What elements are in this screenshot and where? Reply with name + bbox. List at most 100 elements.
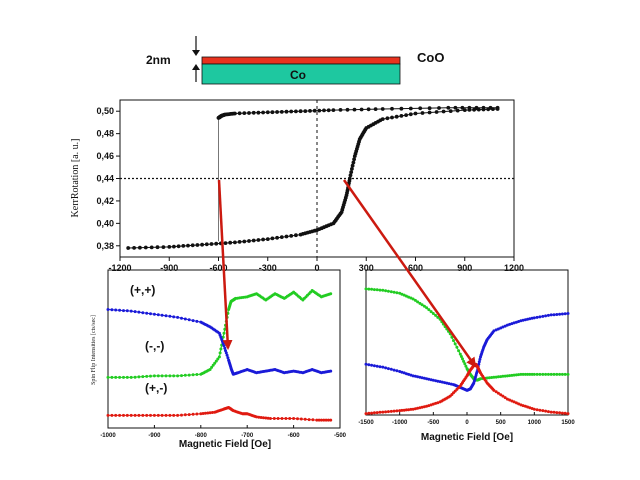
- right-blue-series-point: [416, 375, 420, 379]
- right-green-series-point: [455, 345, 459, 349]
- ascending-branch-point: [390, 115, 394, 120]
- right-red-series-point: [392, 409, 396, 413]
- right-blue-series-point: [549, 313, 553, 317]
- left-red-series-point: [145, 413, 149, 417]
- ascending-branch-point: [350, 163, 355, 168]
- right-blue-series-point: [370, 363, 374, 367]
- left-green-series-point: [164, 374, 168, 378]
- left-blue-series-point: [110, 308, 114, 312]
- co-layer-label: Co: [290, 68, 306, 82]
- kerr-y-tick-label: 0,42: [96, 196, 114, 206]
- left-red-series-point: [264, 416, 268, 420]
- right-red-series-point: [544, 409, 548, 413]
- ascending-branch-point: [223, 241, 228, 246]
- left-red-series-point: [187, 413, 191, 417]
- left-green-series-point: [160, 374, 164, 378]
- left-red-series-point: [137, 413, 141, 417]
- left-green-series-point: [106, 375, 110, 379]
- thickness-arrow-top-head: [192, 50, 200, 56]
- ascending-branch-point: [350, 167, 354, 171]
- right-red-series-point: [508, 398, 512, 402]
- right-blue-series-point: [395, 369, 399, 373]
- ascending-branch-point: [385, 116, 390, 121]
- left-red-series-point: [172, 413, 176, 417]
- right-blue-series-point: [541, 314, 545, 318]
- right-red-series-point: [370, 411, 374, 415]
- descending-branch-point: [380, 107, 385, 111]
- left-blue-series-point: [152, 312, 156, 316]
- right-blue-series-point: [364, 362, 368, 366]
- left-red-series-point: [180, 413, 183, 417]
- right-green-series-point: [425, 306, 429, 310]
- right-red-series-point: [431, 402, 435, 406]
- ascending-branch-point: [149, 245, 154, 250]
- left-x-tick-label: -600: [288, 433, 301, 439]
- ascending-branch-point: [408, 112, 413, 117]
- descending-branch-point: [317, 108, 322, 113]
- left-x-tick-label: -800: [195, 433, 208, 439]
- left-red-series-point: [203, 411, 207, 415]
- left-blue-series-line: [107, 309, 331, 375]
- right-green-series-point: [407, 295, 411, 299]
- right-green-series-point: [431, 312, 435, 315]
- left-green-series-point: [223, 327, 227, 331]
- kerr-y-tick-label: 0,46: [96, 151, 114, 161]
- right-green-series-point: [549, 372, 553, 376]
- right-green-series-point: [563, 372, 567, 376]
- right-blue-series-point: [431, 378, 435, 382]
- ascending-branch-point: [348, 173, 353, 178]
- right-green-series-point: [487, 376, 491, 380]
- descending-branch-point: [242, 111, 247, 115]
- right-red-series-point: [416, 406, 420, 410]
- kerr-y-tick-label: 0,50: [96, 106, 114, 116]
- right-red-series-point: [407, 408, 411, 412]
- left-red-series-point: [191, 412, 195, 416]
- kerr-y-tick-label: 0,40: [96, 218, 114, 228]
- co-layer: [201, 63, 401, 85]
- right-green-series-point: [436, 315, 440, 319]
- right-red-series-point: [494, 390, 498, 394]
- left-red-series-point: [303, 417, 307, 421]
- left-red-series-point: [129, 413, 133, 417]
- ascending-branch-point: [472, 107, 476, 112]
- left-green-series-point: [125, 375, 129, 379]
- annotation-minus-minus: (-,-): [145, 339, 164, 353]
- right-blue-series-point: [512, 321, 516, 325]
- left-blue-series-point: [118, 308, 122, 312]
- left-red-series-point: [122, 413, 125, 417]
- left-red-series-point: [168, 413, 172, 417]
- left-blue-series-point: [141, 311, 145, 315]
- left-x-tick-label: -700: [241, 433, 254, 439]
- descending-branch-point: [408, 106, 413, 111]
- right-red-series-point: [566, 412, 570, 416]
- right-blue-series-point: [478, 357, 482, 361]
- right-green-series-point: [541, 372, 545, 376]
- right-green-series-point: [526, 372, 530, 376]
- right-x-tick-label: 0: [465, 420, 469, 426]
- right-green-series-point: [370, 287, 374, 291]
- right-green-series-point: [555, 372, 559, 376]
- right-blue-series-point: [420, 376, 424, 380]
- right-red-series-point: [503, 396, 507, 400]
- right-green-series-point: [413, 298, 417, 302]
- right-green-series-point: [453, 342, 457, 346]
- ascending-branch-point: [486, 107, 491, 112]
- right-red-series-point: [558, 411, 562, 415]
- coo-layer: [201, 56, 401, 65]
- right-red-series-point: [517, 402, 521, 406]
- ascending-branch-point: [204, 242, 209, 247]
- right-green-series-point: [462, 359, 466, 363]
- right-red-series-point: [372, 411, 376, 415]
- left-green-series-point: [191, 373, 195, 377]
- right-green-series-point: [544, 372, 548, 376]
- right-blue-series-point: [378, 365, 382, 369]
- right-green-series-point: [512, 373, 516, 377]
- right-green-series-point: [558, 372, 562, 376]
- right-blue-series-point: [436, 379, 440, 383]
- descending-branch-point: [251, 110, 256, 115]
- right-red-series-point: [384, 410, 388, 414]
- right-green-series-point: [510, 373, 514, 377]
- left-red-series-point: [288, 417, 292, 420]
- right-red-series-point: [420, 405, 424, 409]
- left-blue-series-point: [145, 311, 149, 315]
